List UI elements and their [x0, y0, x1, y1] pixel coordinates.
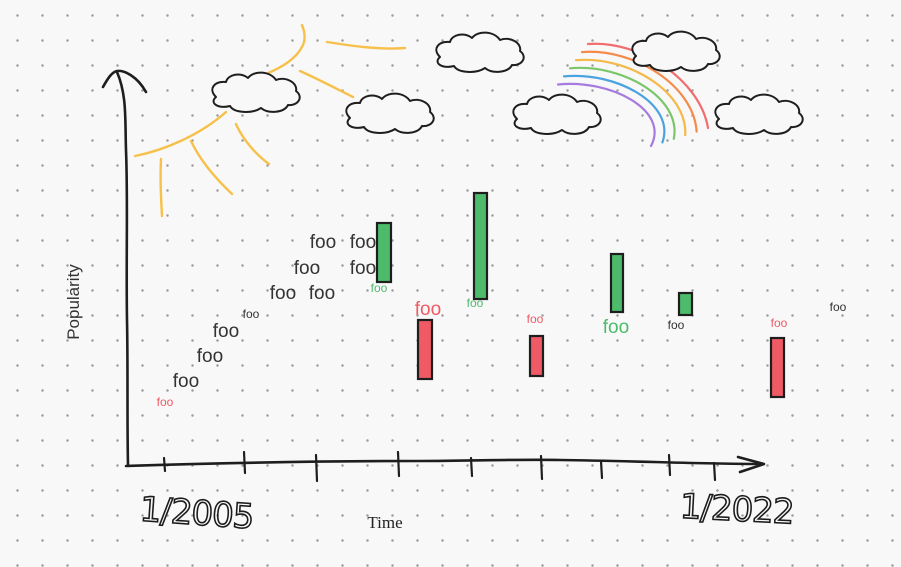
sun-ray-5 [298, 69, 355, 99]
x-axis-arrowhead [736, 455, 766, 474]
foo-label-15: foo [603, 317, 629, 338]
foo-label-18: foo [830, 300, 847, 314]
foo-label-0: foo [157, 395, 174, 409]
x-tick-label-end: 1/2022 [679, 487, 795, 533]
sun-ray-6 [325, 40, 407, 50]
foo-label-9: foo [310, 232, 336, 253]
sun-ray-2 [189, 139, 234, 196]
clouds-layer [211, 30, 804, 135]
cloud-5 [714, 93, 804, 135]
rainbow-band-2 [574, 58, 687, 137]
x-tick-2 [314, 453, 319, 483]
foo-label-5: foo [270, 283, 296, 304]
foo-label-13: foo [467, 296, 484, 310]
candle-1 [416, 318, 434, 381]
candle-3 [528, 334, 545, 378]
y-axis-line [115, 70, 130, 467]
x-tick-3 [396, 450, 401, 478]
cloud-0 [211, 71, 301, 113]
cloud-2 [345, 92, 435, 134]
x-tick-0 [162, 456, 167, 473]
sun-ray-0 [133, 110, 228, 158]
x-ticks [162, 450, 717, 483]
sun-ray-3 [234, 122, 271, 166]
candles [375, 191, 786, 399]
rainbow-band-5 [556, 82, 656, 148]
foo-label-14: foo [527, 312, 544, 326]
foo-label-2: foo [197, 346, 223, 367]
foo-label-4: foo [243, 307, 260, 321]
x-tick-4 [469, 456, 474, 478]
sun-doodle [133, 23, 407, 218]
foo-label-8: foo [350, 258, 376, 279]
x-tick-8 [712, 461, 717, 482]
x-tick-1 [242, 450, 247, 475]
foo-label-17: foo [771, 316, 788, 330]
axes [101, 69, 766, 483]
y-axis-arrowhead [101, 69, 148, 94]
sun-ray-4 [264, 23, 306, 76]
foo-label-1: foo [173, 371, 199, 392]
foo-label-12: foo [415, 299, 441, 320]
y-axis-label: Popularity [64, 264, 83, 340]
candle-6 [769, 336, 786, 399]
foo-label-11: foo [371, 281, 388, 295]
sun-ray-1 [159, 157, 164, 218]
foo-label-10: foo [350, 232, 376, 253]
candle-5 [677, 291, 694, 317]
x-tick-label-start: 1/2005 [139, 490, 255, 538]
rainbow-band-4 [562, 74, 666, 144]
foo-label-16: foo [668, 318, 685, 332]
candle-2 [472, 191, 489, 301]
cloud-3 [512, 93, 602, 135]
rainbow-doodle [556, 42, 710, 148]
x-axis-line [124, 458, 764, 468]
cloud-4 [631, 30, 721, 72]
x-axis-label: Time [367, 513, 402, 532]
candle-4 [609, 252, 625, 314]
x-tick-7 [667, 453, 672, 477]
rainbow-band-3 [568, 66, 676, 140]
foo-label-3: foo [213, 321, 239, 342]
x-tick-5 [539, 454, 544, 481]
rainbow-band-1 [580, 50, 698, 133]
candle-0 [375, 221, 393, 284]
x-tick-6 [599, 459, 604, 480]
cloud-1 [435, 31, 525, 73]
foo-label-7: foo [294, 258, 320, 279]
foo-label-6: foo [309, 283, 335, 304]
